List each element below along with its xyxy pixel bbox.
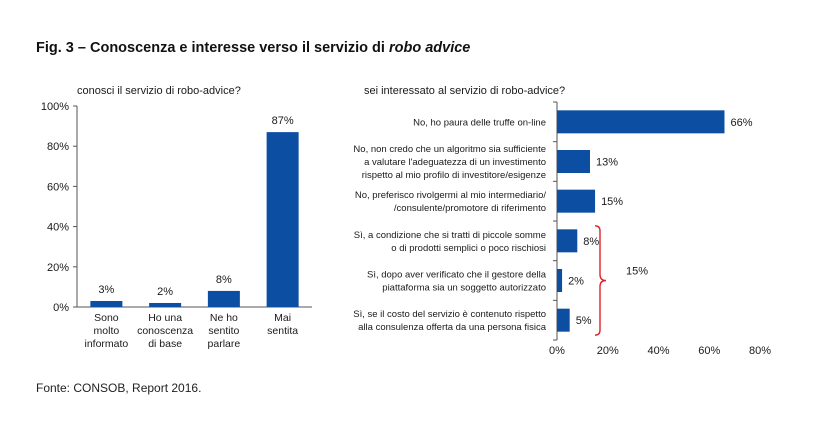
right-category-label: /consulente/promotore di riferimento xyxy=(394,203,546,214)
left-category-label: sentito xyxy=(208,325,239,337)
right-category-label: No, non credo che un algoritmo sia suffi… xyxy=(353,144,546,155)
figure-title-prefix: Fig. 3 – Conoscenza e interesse verso il… xyxy=(36,40,389,56)
right-category-label: rispetto al mio profilo di investitore/e… xyxy=(362,170,546,181)
right-bar xyxy=(557,150,590,173)
right-category-label: o di prodotti semplici o poco rischiosi xyxy=(391,243,546,254)
left-category-label: parlare xyxy=(208,338,241,350)
left-category-label: conoscenza xyxy=(137,325,193,337)
right-category-label: Sì, se il costo del servizio è contenuto… xyxy=(353,309,546,320)
right-bar xyxy=(557,229,578,253)
left-category-label: Mai xyxy=(274,312,291,324)
right-bar xyxy=(557,308,570,332)
left-y-tick-label: 20% xyxy=(47,262,69,274)
right-group-bracket xyxy=(594,225,607,336)
right-bar-value-label: 13% xyxy=(596,157,618,169)
left-bar xyxy=(207,290,240,307)
right-category-label: piattaforma sia un soggetto autorizzato xyxy=(382,283,546,294)
left-bar xyxy=(90,300,123,307)
right-x-tick-label: 20% xyxy=(597,345,619,357)
left-y-tick-label: 40% xyxy=(47,222,69,234)
left-category-label: sentita xyxy=(267,325,298,337)
left-bar-value-label: 87% xyxy=(272,115,294,127)
left-category-label: Ho una xyxy=(148,312,182,324)
right-category-label: alla consulenza offerta da una persona f… xyxy=(358,322,547,333)
right-x-tick-label: 60% xyxy=(698,345,720,357)
source-note: Fonte: CONSOB, Report 2016. xyxy=(36,381,202,395)
left-category-label: Sono xyxy=(94,312,119,324)
right-x-tick-label: 80% xyxy=(749,345,771,357)
figure-title-emphasis: robo advice xyxy=(388,40,471,56)
left-category-label: di base xyxy=(148,338,182,350)
right-bar-value-label: 5% xyxy=(576,315,592,327)
right-bar-value-label: 15% xyxy=(601,196,623,208)
right-bar-value-label: 8% xyxy=(583,236,599,248)
right-group-bracket-label: 15% xyxy=(626,266,648,278)
right-bar-value-label: 2% xyxy=(568,276,584,288)
right-category-label: Sì, a condizione che si tratti di piccol… xyxy=(354,230,546,241)
right-chart-title: sei interessato al servizio di robo-advi… xyxy=(364,85,565,97)
left-bar-value-label: 2% xyxy=(157,286,173,298)
right-bar-value-label: 66% xyxy=(730,117,752,129)
right-category-label: No, preferisco rivolgermi al mio interme… xyxy=(355,190,546,201)
right-category-label: Sì, dopo aver verificato che il gestore … xyxy=(367,270,547,281)
right-x-tick-label: 0% xyxy=(549,345,565,357)
left-category-label: informato xyxy=(84,338,128,350)
left-chart-title: conosci il servizio di robo-advice? xyxy=(77,85,241,97)
right-x-tick-label: 40% xyxy=(647,345,669,357)
right-bar xyxy=(557,189,596,213)
left-bar-value-label: 8% xyxy=(216,274,232,286)
left-y-tick-label: 100% xyxy=(41,101,69,113)
right-category-label: No, ho paura delle truffe on-line xyxy=(413,117,546,128)
right-bar xyxy=(557,110,725,134)
left-y-tick-label: 0% xyxy=(53,302,69,314)
left-bar xyxy=(149,302,182,307)
left-bar xyxy=(266,132,299,307)
figure-title: Fig. 3 – Conoscenza e interesse verso il… xyxy=(36,40,470,56)
left-y-tick-label: 80% xyxy=(47,141,69,153)
left-bar-value-label: 3% xyxy=(98,284,114,296)
right-bar xyxy=(557,269,563,292)
left-y-tick-label: 60% xyxy=(47,181,69,193)
right-chart: 0% 20% 40% 60% 80% 66% No, ho paura delle truf… xyxy=(353,101,771,357)
left-category-label: Ne ho xyxy=(210,312,238,324)
left-category-label: molto xyxy=(94,325,120,337)
right-category-label: a valutare l'adeguatezza di un investime… xyxy=(364,157,546,168)
